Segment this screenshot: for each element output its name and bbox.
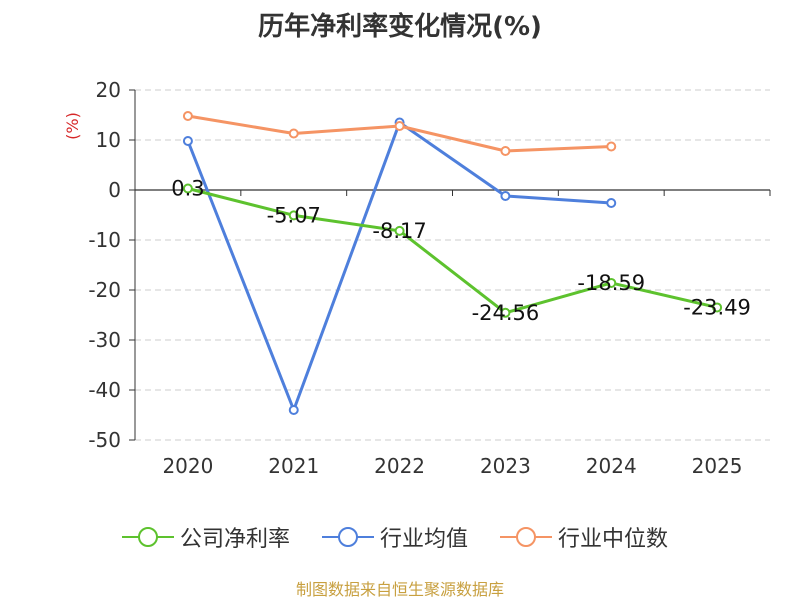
legend: 公司净利率 行业均值 行业中位数 <box>0 520 800 554</box>
data-point-0 <box>606 277 617 288</box>
data-label: -18.59 <box>577 271 645 295</box>
data-point-0 <box>500 307 511 318</box>
x-tick-label: 2024 <box>586 454 637 478</box>
legend-item-company[interactable]: 公司净利率 <box>122 520 290 554</box>
data-label: 0.3 <box>171 177 204 201</box>
data-point-2 <box>500 146 511 156</box>
data-point-2 <box>288 128 299 139</box>
legend-label-industry-median: 行业中位数 <box>558 527 669 552</box>
series <box>182 111 723 415</box>
data-point-1 <box>606 198 617 208</box>
legend-marker-industry-mean <box>322 527 374 547</box>
x-tick-label: 2022 <box>374 454 425 478</box>
x-tick-label: 2020 <box>162 454 213 478</box>
x-tick-label: 2023 <box>480 454 531 478</box>
data-point-0 <box>288 210 299 221</box>
data-label: -8.17 <box>372 219 426 243</box>
data-label: -5.07 <box>267 203 321 227</box>
y-tick-label: 0 <box>108 178 121 202</box>
y-tick-label: -10 <box>88 228 121 252</box>
data-labels: 0.3 -5.07 -8.17 -24.56 -18.59 -23.49 <box>171 177 751 325</box>
series-line-1 <box>186 121 612 412</box>
legend-label-industry-mean: 行业均值 <box>380 527 469 552</box>
x-tick-label: 2025 <box>692 454 743 478</box>
legend-item-industry-mean[interactable]: 行业均值 <box>322 520 468 554</box>
y-tick-label: -40 <box>88 378 121 402</box>
data-point-0 <box>182 183 193 194</box>
legend-item-industry-median[interactable]: 行业中位数 <box>500 520 668 554</box>
y-tick-label: -20 <box>88 278 121 302</box>
series-line-0 <box>187 187 718 315</box>
y-tick-label: -30 <box>88 328 121 352</box>
data-point-1 <box>288 405 299 415</box>
x-tick-label: 2021 <box>268 454 319 478</box>
y-tick-label: 20 <box>96 78 121 102</box>
y-axis-label: (%) <box>63 112 82 140</box>
grid-lines <box>135 89 770 441</box>
axes: 20 10 0 -10 -20 -30 -40 -50 2020 2021 2022 2023 2024… <box>88 78 771 478</box>
data-point-1 <box>500 191 511 201</box>
chart-title: 历年净利率变化情况(%) <box>258 12 542 42</box>
data-label: -24.56 <box>472 301 540 325</box>
legend-label-company: 公司净利率 <box>180 527 291 552</box>
source-note: 制图数据来自恒生聚源数据库 <box>295 580 504 599</box>
data-point-2 <box>182 111 193 121</box>
data-point-2 <box>606 141 617 152</box>
data-point-0 <box>394 225 405 236</box>
legend-marker-industry-median <box>500 527 552 547</box>
y-tick-label: 10 <box>96 128 121 152</box>
legend-marker-company <box>122 527 174 547</box>
data-point-0 <box>712 302 723 313</box>
data-label: -23.49 <box>683 295 751 319</box>
data-point-1 <box>182 136 193 146</box>
data-point-2 <box>394 121 405 131</box>
y-tick-label: -50 <box>88 428 121 452</box>
